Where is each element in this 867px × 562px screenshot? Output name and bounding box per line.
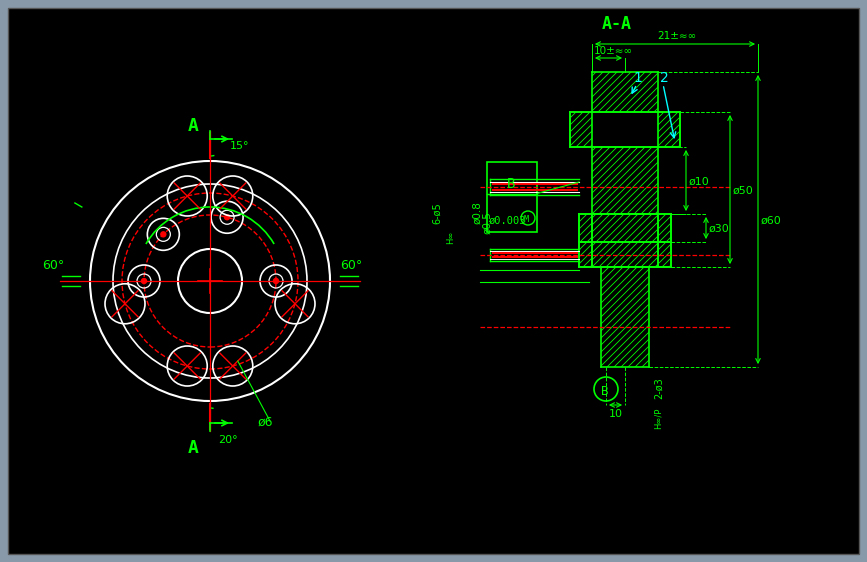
Text: ø6: ø6 [258,416,273,429]
Text: 10±≈∞: 10±≈∞ [594,46,633,56]
Text: A: A [188,117,199,135]
Text: B: B [601,385,609,398]
Circle shape [273,279,278,283]
Text: 2-ø3: 2-ø3 [654,377,664,399]
Text: 10: 10 [609,409,623,419]
Text: A: A [188,439,199,457]
Text: H∞/P: H∞/P [654,407,663,429]
Text: ø0.8: ø0.8 [472,201,482,224]
Text: 2: 2 [660,71,668,85]
Circle shape [161,232,166,237]
Text: 1: 1 [633,71,642,85]
Text: A-A: A-A [602,15,632,33]
Bar [487,162,537,232]
Text: ø0.003: ø0.003 [489,216,526,226]
Text: M: M [524,215,529,224]
Text: 21±≈∞: 21±≈∞ [657,31,696,41]
Text: ø10: ø10 [689,177,710,187]
Text: 20°: 20° [218,435,238,445]
Text: 6-ø5: 6-ø5 [432,202,442,224]
Text: ø50: ø50 [733,186,753,196]
Text: ø60: ø60 [761,216,782,226]
Text: B: B [507,178,515,192]
Circle shape [225,215,230,220]
Text: 15°: 15° [230,141,250,151]
Circle shape [141,279,147,283]
Text: 60°: 60° [340,259,362,272]
Text: H∞: H∞ [446,230,455,244]
Text: ø0.5: ø0.5 [482,211,492,234]
Text: 60°: 60° [42,259,64,272]
Text: ø30: ø30 [709,224,730,234]
